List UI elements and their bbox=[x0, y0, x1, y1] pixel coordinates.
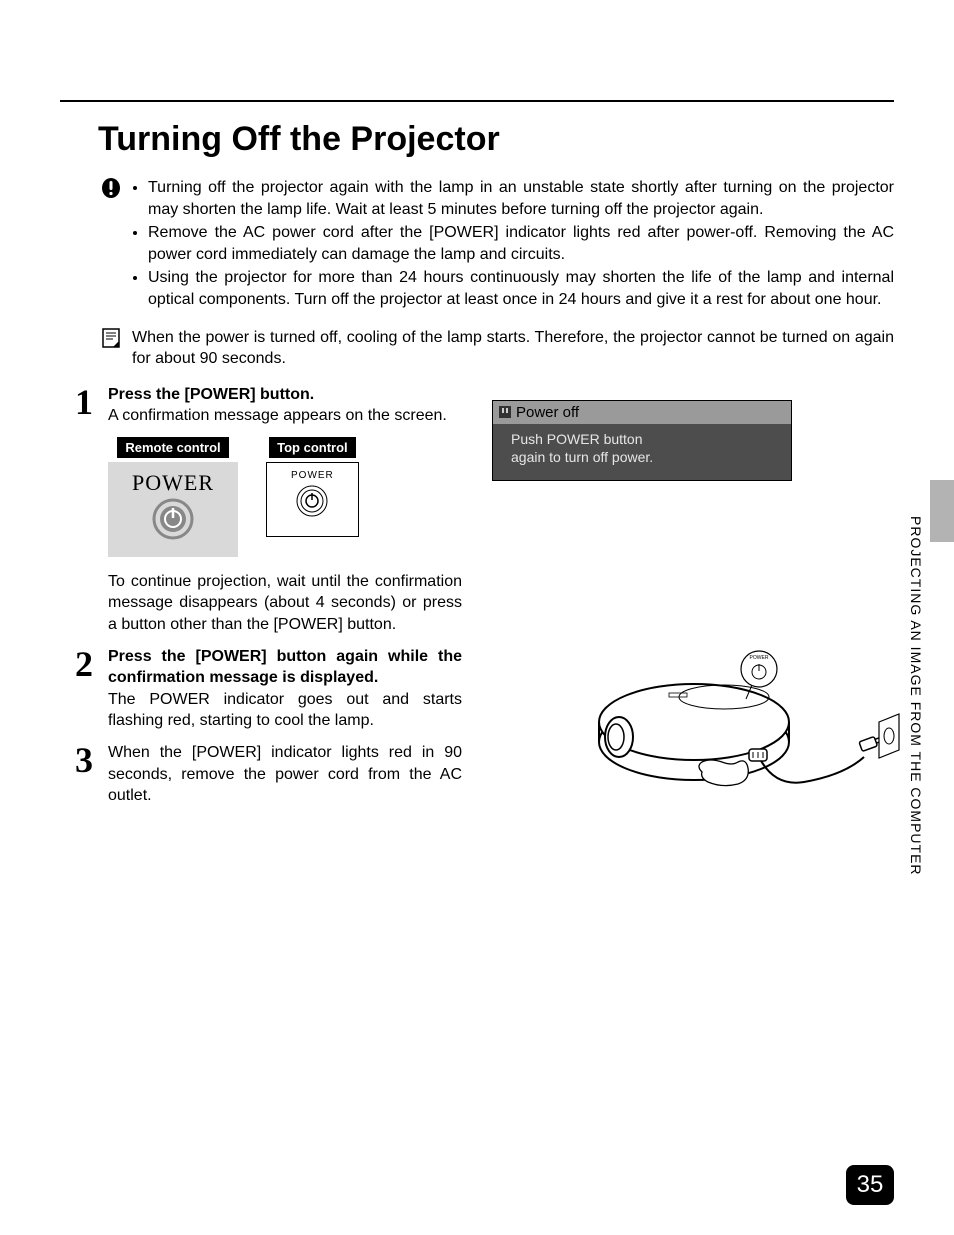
top-power-word: POWER bbox=[291, 469, 334, 483]
step-text: The POWER indicator goes out and starts … bbox=[108, 691, 462, 730]
remote-control-box: Remote control POWER bbox=[108, 437, 238, 557]
step-3: 3 When the [POWER] indicator lights red … bbox=[60, 742, 462, 807]
warning-block: Turning off the projector again with the… bbox=[98, 177, 894, 313]
poweroff-dialog: Power off Push POWER button again to tur… bbox=[492, 400, 792, 481]
note-text: When the power is turned off, cooling of… bbox=[132, 327, 894, 370]
step-text: To continue projection, wait until the c… bbox=[108, 573, 462, 633]
page-number: 35 bbox=[857, 1171, 884, 1199]
dialog-title-text: Power off bbox=[516, 404, 579, 421]
page-number-badge: 35 bbox=[846, 1165, 894, 1205]
step-number: 3 bbox=[60, 742, 108, 778]
exclamation-icon bbox=[98, 177, 124, 199]
step-text: A confirmation message appears on the sc… bbox=[108, 407, 447, 424]
section-tab bbox=[930, 480, 954, 542]
header-rule bbox=[60, 100, 894, 102]
step-number: 1 bbox=[60, 384, 108, 420]
page-title: Turning Off the Projector bbox=[98, 120, 894, 159]
warning-list: Turning off the projector again with the… bbox=[148, 177, 894, 313]
remote-power-icon bbox=[152, 498, 194, 540]
step-number: 2 bbox=[60, 646, 108, 682]
warning-item: Using the projector for more than 24 hou… bbox=[148, 267, 894, 310]
note-block: When the power is turned off, cooling of… bbox=[98, 327, 894, 370]
top-control-box: Top control POWER bbox=[266, 437, 359, 557]
warning-item: Turning off the projector again with the… bbox=[148, 177, 894, 220]
dialog-line: again to turn off power. bbox=[511, 449, 653, 465]
top-power-icon bbox=[294, 483, 330, 519]
remote-power-word: POWER bbox=[132, 468, 214, 498]
control-illustrations: Remote control POWER Top con bbox=[108, 437, 462, 557]
dialog-line: Push POWER button bbox=[511, 431, 643, 447]
step-heading: Press the [POWER] button again while the… bbox=[108, 648, 462, 687]
section-title-vertical: PROJECTING AN IMAGE FROM THE COMPUTER bbox=[908, 516, 924, 876]
step-1: 1 Press the [POWER] button. A confirmati… bbox=[60, 384, 462, 636]
projector-illustration: POWER bbox=[574, 627, 904, 797]
dialog-titlebar: Power off bbox=[493, 401, 791, 424]
remote-label: Remote control bbox=[117, 437, 228, 459]
dialog-icon bbox=[499, 406, 511, 418]
dialog-body: Push POWER button again to turn off powe… bbox=[493, 424, 791, 480]
note-icon bbox=[98, 327, 124, 349]
top-control-label: Top control bbox=[269, 437, 356, 459]
step-2: 2 Press the [POWER] button again while t… bbox=[60, 646, 462, 732]
step-text: When the [POWER] indicator lights red in… bbox=[108, 744, 462, 804]
step-heading: Press the [POWER] button. bbox=[108, 386, 314, 403]
warning-item: Remove the AC power cord after the [POWE… bbox=[148, 222, 894, 265]
svg-text:POWER: POWER bbox=[750, 655, 769, 661]
